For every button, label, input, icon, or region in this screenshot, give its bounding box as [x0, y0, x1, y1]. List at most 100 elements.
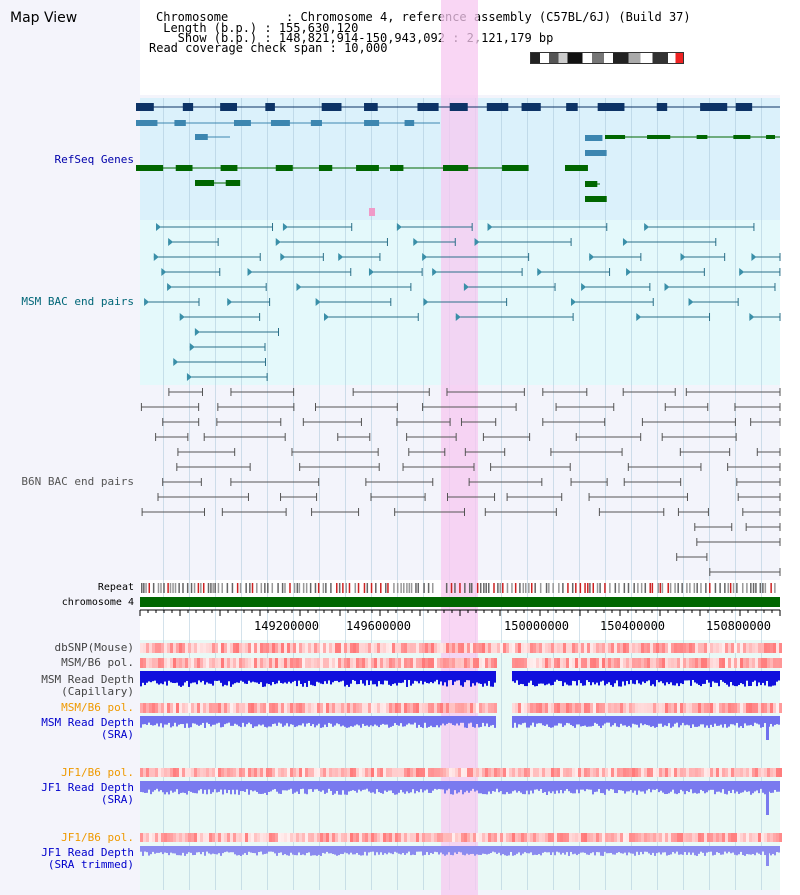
depth-bar [712, 716, 714, 727]
depth-bar [332, 716, 334, 727]
depth-bar [186, 671, 188, 681]
depth-bar [336, 781, 338, 791]
repeat-mark [618, 583, 620, 593]
heatmap-cell [158, 768, 161, 777]
heatmap-cell [701, 768, 704, 777]
heatmap-cell [563, 643, 566, 653]
depth-bar [370, 781, 372, 793]
depth-bar [664, 671, 666, 686]
heatmap-cell [512, 643, 515, 653]
heatmap-cell [320, 833, 323, 842]
heatmap-cell [614, 768, 617, 777]
depth-bar [556, 846, 558, 852]
heatmap-cell [155, 658, 158, 668]
heatmap-cell [365, 703, 368, 713]
depth-bar [610, 846, 612, 853]
label-dbsnp: dbSNP(Mouse) [54, 641, 134, 654]
depth-bar [492, 781, 494, 792]
heatmap-cell [725, 658, 728, 668]
chromosome-ideogram[interactable] [530, 52, 684, 64]
heatmap-cell [365, 768, 368, 777]
depth-bar [630, 671, 632, 681]
depth-bar [404, 671, 406, 680]
depth-bar [486, 846, 488, 855]
repeat-mark [525, 583, 527, 593]
heatmap-cell [551, 768, 554, 777]
depth-bar [210, 716, 212, 727]
depth-bar [438, 781, 440, 790]
depth-bar [736, 781, 738, 792]
heatmap-cell [176, 703, 179, 713]
depth-bar [464, 846, 466, 856]
heatmap-cell [557, 768, 560, 777]
heatmap-cell [140, 768, 143, 777]
depth-bar [320, 781, 322, 792]
depth-bar [306, 781, 308, 795]
depth-bar [476, 716, 478, 725]
heatmap-cell [203, 768, 206, 777]
heatmap-cell [200, 643, 203, 653]
depth-bar [580, 781, 582, 790]
heatmap-cell [470, 643, 473, 653]
gene-exon [220, 165, 238, 171]
heatmap-cell [479, 643, 482, 653]
gridline [189, 98, 190, 890]
heatmap-cell [443, 768, 446, 777]
depth-bar [474, 716, 476, 728]
heatmap-cell [254, 703, 257, 713]
depth-bar [252, 671, 254, 682]
bac-end-marker [474, 238, 480, 246]
depth-bar [522, 781, 524, 795]
depth-bar [488, 671, 490, 681]
heatmap-cell [581, 658, 584, 668]
heatmap-cell [560, 833, 563, 842]
heatmap-cell [428, 658, 431, 668]
heatmap-cell [647, 658, 650, 668]
heatmap-cell [374, 833, 377, 842]
heatmap-cell [746, 658, 749, 668]
heatmap-cell [236, 768, 239, 777]
heatmap-cell [182, 658, 185, 668]
repeat-mark [148, 583, 151, 593]
depth-bar [432, 781, 434, 791]
heatmap-cell [668, 768, 671, 777]
heatmap-cell [479, 658, 482, 668]
depth-bar [294, 671, 296, 681]
depth-bar [214, 846, 216, 855]
depth-bar [634, 846, 636, 856]
heatmap-cell [272, 658, 275, 668]
depth-bar [184, 716, 186, 728]
depth-bar [370, 846, 372, 852]
heatmap-cell [569, 703, 572, 713]
depth-bar [694, 671, 696, 683]
depth-bar [216, 716, 218, 724]
heatmap-cell [182, 768, 185, 777]
depth-bar [712, 781, 714, 790]
heatmap-cell [674, 643, 677, 653]
depth-bar [628, 781, 630, 792]
depth-bar [688, 846, 690, 853]
depth-bar [518, 781, 520, 792]
heatmap-cell [380, 833, 383, 842]
depth-bar [672, 846, 674, 853]
depth-bar [430, 846, 432, 853]
heatmap-cell [206, 768, 209, 777]
heatmap-cell [227, 658, 230, 668]
highlight-region[interactable] [441, 0, 478, 895]
depth-bar [660, 671, 662, 682]
depth-bar [336, 671, 338, 681]
depth-bar [682, 781, 684, 792]
depth-bar [290, 671, 292, 684]
depth-bar [688, 716, 690, 726]
depth-bar [464, 671, 466, 683]
heatmap-cell [398, 833, 401, 842]
repeat-mark [322, 583, 325, 593]
depth-bar [658, 846, 660, 853]
depth-bar [172, 716, 174, 727]
heatmap-cell [203, 833, 206, 842]
depth-bar [602, 671, 604, 681]
depth-bar [452, 671, 454, 686]
heatmap-cell [224, 643, 227, 653]
bac-end-marker [455, 313, 461, 321]
